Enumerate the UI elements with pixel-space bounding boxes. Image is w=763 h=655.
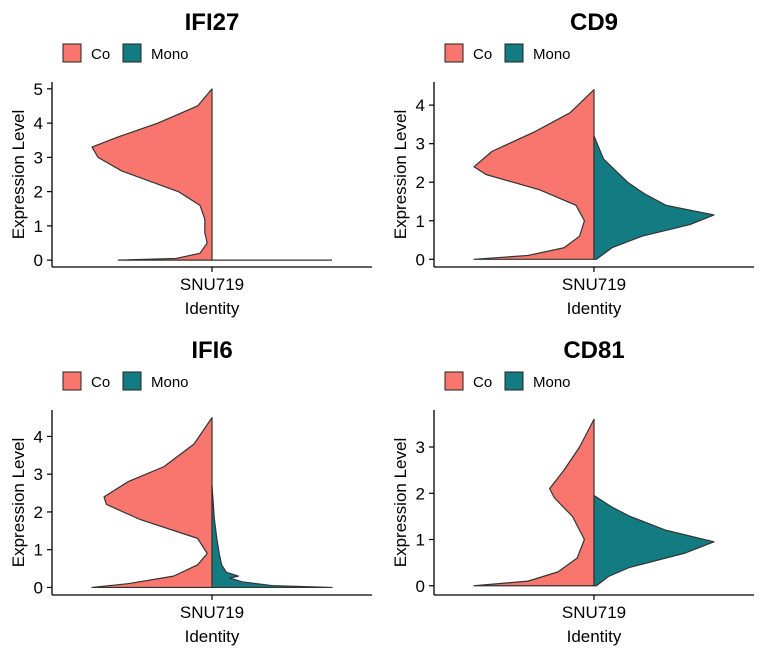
legend-label-mono: Mono bbox=[533, 46, 571, 63]
violin-half-mono bbox=[593, 135, 715, 260]
legend-swatch-co bbox=[62, 43, 82, 63]
chart-title: CD9 bbox=[570, 9, 618, 36]
y-tick-label: 0 bbox=[34, 251, 43, 270]
x-tick-label: SNU719 bbox=[180, 275, 244, 294]
y-tick-label: 2 bbox=[34, 503, 43, 522]
violin-half-co bbox=[91, 88, 213, 261]
x-tick-label: SNU719 bbox=[562, 603, 626, 622]
chart-title: IFI27 bbox=[185, 9, 240, 36]
y-tick-label: 3 bbox=[416, 438, 425, 457]
violin-panel-cd9: CD9 Co Mono 0 1 2 3 4 SNU719 Identity Expression L… bbox=[382, 0, 763, 327]
y-tick-label: 0 bbox=[416, 577, 425, 596]
legend-label-co: Co bbox=[91, 374, 110, 391]
legend-label-mono: Mono bbox=[533, 374, 571, 391]
y-tick-label: 1 bbox=[34, 541, 43, 560]
legend-swatch-mono bbox=[504, 43, 524, 63]
y-tick-label: 4 bbox=[34, 114, 43, 133]
y-tick-label: 2 bbox=[416, 484, 425, 503]
violin-panel-ifi6: IFI6 Co Mono 0 1 2 3 4 SNU719 Identity Expression … bbox=[0, 328, 381, 655]
y-tick-label: 1 bbox=[34, 217, 43, 236]
chart-svg: CD81 Co Mono 0 1 2 3 SNU719 Identity Expression L… bbox=[391, 337, 754, 646]
legend-swatch-mono bbox=[122, 371, 142, 391]
y-tick-label: 0 bbox=[416, 250, 425, 269]
chart-svg: IFI6 Co Mono 0 1 2 3 4 SNU719 Identity Expression … bbox=[9, 337, 372, 646]
legend-swatch-mono bbox=[122, 43, 142, 63]
x-axis-title: Identity bbox=[185, 627, 240, 646]
x-axis-title: Identity bbox=[567, 627, 622, 646]
y-tick-label: 4 bbox=[416, 96, 425, 115]
y-tick-label: 1 bbox=[416, 531, 425, 550]
violin-half-co bbox=[473, 89, 595, 260]
y-tick-label: 1 bbox=[416, 212, 425, 231]
violin-half-mono bbox=[593, 494, 715, 587]
violin-half-co bbox=[91, 416, 213, 589]
chart-svg: CD9 Co Mono 0 1 2 3 4 SNU719 Identity Expression L… bbox=[391, 9, 754, 318]
x-tick-label: SNU719 bbox=[180, 603, 244, 622]
legend-swatch-co bbox=[444, 43, 464, 63]
legend-label-co: Co bbox=[473, 46, 492, 63]
y-tick-label: 4 bbox=[34, 427, 43, 446]
legend-label-mono: Mono bbox=[151, 374, 189, 391]
y-axis-title: Expression Level bbox=[391, 438, 410, 567]
legend-swatch-mono bbox=[504, 371, 524, 391]
y-axis-title: Expression Level bbox=[391, 110, 410, 239]
y-tick-label: 5 bbox=[34, 80, 43, 99]
legend-label-mono: Mono bbox=[151, 46, 189, 63]
x-tick-label: SNU719 bbox=[562, 275, 626, 294]
x-axis-title: Identity bbox=[185, 299, 240, 318]
y-axis-title: Expression Level bbox=[9, 438, 28, 567]
x-axis-title: Identity bbox=[567, 299, 622, 318]
y-tick-label: 0 bbox=[34, 578, 43, 597]
chart-svg: IFI27 Co Mono 0 1 2 3 4 5 SNU719 Identity Expressio… bbox=[9, 9, 372, 318]
chart-title: CD81 bbox=[563, 337, 624, 364]
violin-half-mono bbox=[211, 484, 333, 589]
chart-title: IFI6 bbox=[191, 337, 232, 364]
y-tick-label: 3 bbox=[34, 465, 43, 484]
legend-swatch-co bbox=[62, 371, 82, 391]
violin-half-co bbox=[473, 418, 595, 587]
legend-label-co: Co bbox=[91, 46, 110, 63]
y-tick-label: 2 bbox=[34, 183, 43, 202]
y-tick-label: 3 bbox=[416, 135, 425, 154]
y-axis-title: Expression Level bbox=[9, 110, 28, 239]
violin-panel-cd81: CD81 Co Mono 0 1 2 3 SNU719 Identity Expression L… bbox=[382, 328, 763, 655]
y-tick-label: 2 bbox=[416, 173, 425, 192]
y-tick-label: 3 bbox=[34, 148, 43, 167]
legend-label-co: Co bbox=[473, 374, 492, 391]
legend-swatch-co bbox=[444, 371, 464, 391]
violin-panel-ifi27: IFI27 Co Mono 0 1 2 3 4 5 SNU719 Identity Expressio… bbox=[0, 0, 381, 327]
